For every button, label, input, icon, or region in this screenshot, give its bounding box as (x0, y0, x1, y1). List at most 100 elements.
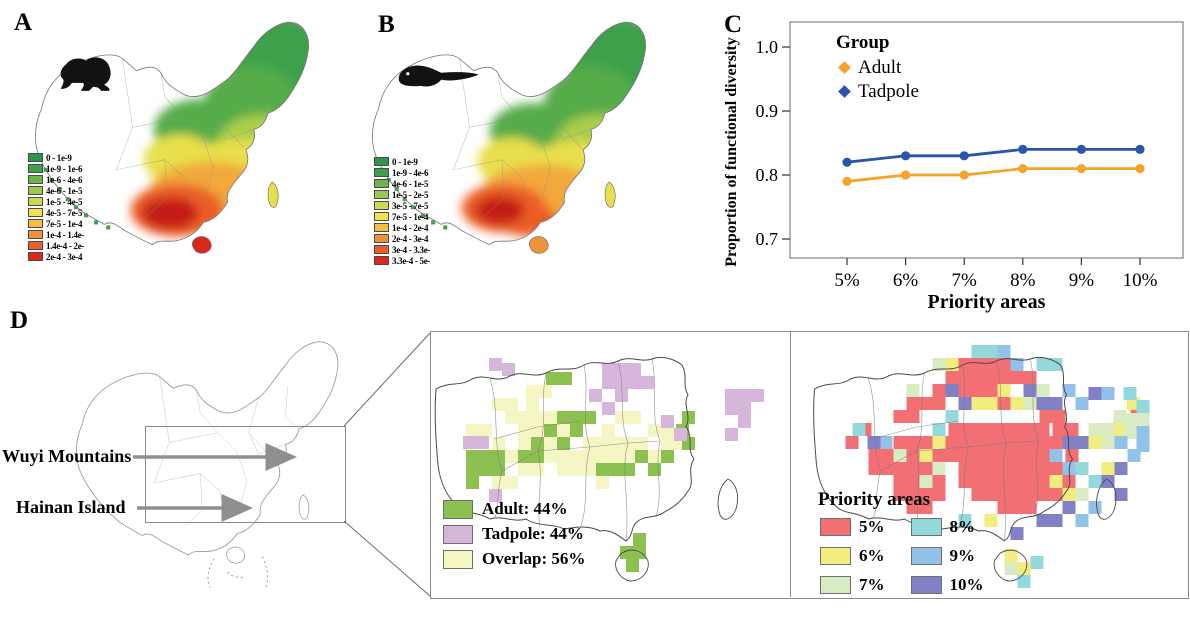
legend-item: Tadpole: 44% (443, 524, 585, 544)
priority-6-cells (919, 358, 1140, 575)
adult-point (959, 170, 969, 180)
south-china-outline (434, 356, 695, 542)
legend-swatch (374, 234, 389, 243)
priority-legend-title: Priority areas (818, 489, 931, 510)
legend-marker (838, 61, 851, 74)
chart-legend-title: Group (836, 32, 890, 53)
legend-swatch (374, 168, 389, 177)
legend-swatch (28, 219, 43, 228)
legend-item: 8% (910, 512, 984, 541)
legend-item: 5% (820, 512, 885, 541)
legend-swatch (910, 546, 942, 565)
legend-label: Adult: 44% (482, 499, 568, 518)
legend-label: 7% (859, 574, 885, 594)
legend-item: 6% (820, 541, 885, 570)
province-borders (116, 58, 269, 217)
legend-label: 10% (949, 574, 984, 594)
adult-point (1135, 164, 1145, 174)
legend-swatch (28, 175, 43, 184)
x-tick-label: 9% (1069, 270, 1095, 291)
priority-8-cells (852, 345, 1150, 588)
legend-label: 4e-6 - 1e-5 (392, 178, 429, 189)
legend-label: 2e-4 - 3e-4 (46, 251, 83, 262)
legend-label: 7e-5 - 1e-4 (392, 211, 429, 222)
legend-swatch (28, 230, 43, 239)
legend-item: 3e-4 - 3.3e- (374, 244, 430, 255)
adult-point (901, 170, 911, 180)
priority-9-cells (879, 345, 1150, 527)
legend-item: 3.3e-4 - 5e- (374, 255, 430, 266)
chart-legend-label: Tadpole (858, 81, 919, 102)
south-sea-boundary (207, 556, 269, 590)
x-tick-label: 7% (952, 270, 978, 291)
taiwan-outline (1096, 478, 1117, 520)
legend-swatch (28, 164, 43, 173)
legend-item: 1e-9 - 4e-6 (374, 167, 430, 178)
overlap-cells (466, 385, 687, 489)
taiwan-shape (604, 181, 616, 208)
inset-extent-rectangle (145, 426, 346, 523)
legend-item: 10% (910, 570, 984, 599)
heatmap-layers (130, 22, 309, 237)
adult-richness-map (35, 21, 309, 254)
y-tick-label: 0.7 (756, 229, 779, 249)
legend-label: 3e-4 - 3.3e- (392, 244, 431, 255)
legend-item: 4e-6 - 1e-5 (374, 178, 430, 189)
legend-swatch (820, 546, 851, 565)
legend-label: Overlap: 56% (482, 549, 586, 568)
legend-item: 1e-4 - 1.4e- (28, 229, 84, 240)
province-borders (453, 58, 606, 217)
legend-swatch (374, 212, 389, 221)
tadpole-line (846, 148, 1140, 164)
y-tick-label: 0.8 (756, 165, 779, 185)
province-borders (868, 358, 1039, 542)
hainan-outline (615, 549, 649, 582)
legend-label: Tadpole: 44% (482, 524, 584, 543)
adult-line (846, 167, 1140, 183)
legend-label: 1e-9 - 1e-6 (46, 163, 83, 174)
legend-swatch (28, 153, 43, 162)
legend-label: 9% (949, 545, 976, 565)
legend-swatch (374, 256, 389, 265)
tadpole-map-legend: 0 - 1e-9 1e-9 - 4e-6 4e-6 - 1e-5 1e-5 - 2e-… (374, 156, 430, 266)
chart-legend-label: Adult (858, 57, 902, 78)
inset-divider (790, 331, 791, 597)
legend-item: 7% (820, 570, 885, 599)
priority-7-cells (893, 358, 1150, 575)
x-tick-label: 10% (1123, 270, 1158, 291)
priority-10-cells (867, 384, 1128, 540)
legend-label: 0 - 1e-9 (46, 152, 72, 163)
legend-item: 1e-9 - 1e-6 (28, 163, 84, 174)
hainan-outline (993, 549, 1028, 582)
legend-swatch (374, 190, 389, 199)
legend-swatch (28, 241, 43, 250)
province-borders (489, 358, 661, 542)
legend-swatch (374, 179, 389, 188)
legend-item: Adult: 44% (443, 499, 585, 519)
legend-swatch (374, 245, 389, 254)
legend-label: 5% (859, 516, 885, 536)
legend-item: 4e-6 - 1e-5 (28, 185, 84, 196)
adult-point (842, 176, 852, 186)
adult-point (1018, 164, 1028, 174)
legend-item: 9% (910, 541, 984, 570)
adult-map-legend: 0 - 1e-9 1e-9 - 1e-6 1e-6 - 4e-6 4e-6 - 1e-… (28, 152, 84, 262)
legend-item: 1e-6 - 4e-6 (28, 174, 84, 185)
tadpole-point (1135, 144, 1145, 154)
y-tick-label: 1.0 (756, 37, 779, 57)
tadpole-point (842, 157, 852, 167)
legend-item: 7e-5 - 1e-4 (374, 211, 430, 222)
y-tick-label: 0.9 (756, 101, 779, 121)
legend-label: 4e-5 - 7e-5 (46, 207, 83, 218)
tadpole-point (1076, 144, 1086, 154)
legend-label: 1e-5 - 2e-5 (392, 189, 429, 200)
legend-swatch (820, 575, 851, 594)
legend-label: 1e-4 - 1.4e- (46, 229, 85, 240)
tadpole-icon (398, 65, 479, 87)
legend-label: 1e-6 - 4e-6 (46, 174, 83, 185)
legend-swatch (910, 517, 942, 536)
legend-label: 0 - 1e-9 (392, 156, 418, 167)
south-china-outline (813, 356, 1074, 542)
china-outline (35, 21, 309, 246)
